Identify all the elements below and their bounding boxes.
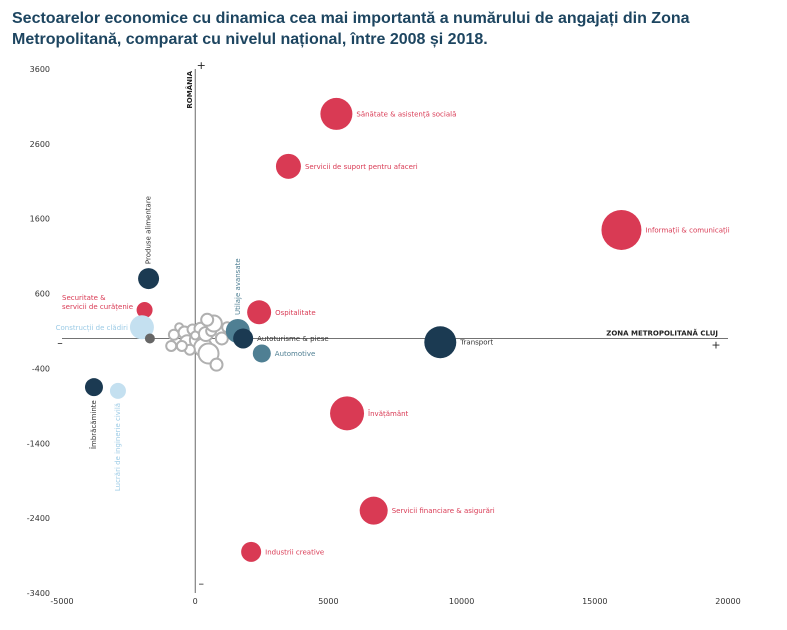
data-label: Utilaje avansate	[234, 258, 242, 315]
y-tick-label: -1400	[27, 439, 50, 448]
x-axis-ticks: -5000 0 5000 10000 15000 20000	[50, 597, 740, 606]
data-points	[84, 97, 642, 562]
data-point	[129, 315, 154, 340]
data-point	[424, 326, 457, 359]
data-label: Învățământ	[368, 409, 409, 419]
y-axis-title: ROMÂNIA	[185, 70, 194, 108]
y-tick-label: 1600	[30, 215, 50, 224]
y-tick-label: 600	[35, 290, 50, 299]
y-tick-label: -2400	[27, 514, 50, 523]
y-tick-label: -400	[32, 364, 50, 373]
data-label: Industrii creative	[265, 548, 324, 556]
data-label: Servicii financiare & asigurări	[392, 507, 495, 515]
data-label: Servicii de suport pentru afaceri	[305, 163, 418, 171]
data-point	[84, 378, 103, 397]
data-point	[136, 302, 153, 319]
background-cluster	[165, 312, 234, 372]
y-axis-ticks: 3600 2600 1600 600 -400 -1400 -2400 -3400	[27, 65, 50, 598]
chart-title: Sectoarelor economice cu dinamica cea ma…	[12, 10, 690, 48]
cluster-bubble	[214, 331, 229, 346]
data-label: Autoturisme & piese	[257, 335, 329, 343]
data-label: Ospitalitate	[275, 309, 316, 317]
data-label: Lucrări de inginerie civilă	[114, 403, 122, 491]
x-axis-plus-sign: +	[711, 338, 720, 351]
x-tick-label: 5000	[318, 597, 338, 606]
x-tick-label: 10000	[449, 597, 474, 606]
cluster-bubble	[190, 330, 201, 341]
data-label: Îmbrăcăminte	[89, 400, 98, 449]
data-label: Securitate & servicii de curățenie	[62, 294, 133, 312]
y-axis-plus-sign: +	[197, 59, 206, 72]
data-label: Automotive	[275, 350, 316, 358]
data-point	[252, 344, 271, 363]
y-tick-label: -3400	[27, 589, 50, 598]
data-point	[247, 300, 272, 325]
data-label: Informații & comunicații	[645, 226, 729, 235]
data-point	[138, 268, 160, 290]
x-tick-label: 0	[193, 597, 198, 606]
x-tick-label: 15000	[582, 597, 607, 606]
data-label: Construcții de clădiri	[56, 324, 128, 333]
data-point	[359, 496, 388, 525]
x-axis-minus-sign: –	[57, 336, 63, 349]
data-point	[601, 209, 642, 250]
x-axis-title: ZONA METROPOLITANĂ CLUJ	[606, 328, 718, 337]
data-point	[241, 541, 262, 562]
y-tick-label: 2600	[30, 140, 50, 149]
x-tick-label: -5000	[50, 597, 73, 606]
y-axis-minus-sign: –	[198, 577, 204, 590]
data-point	[320, 97, 353, 130]
data-point	[275, 153, 301, 179]
data-point	[233, 328, 254, 349]
y-tick-label: 3600	[30, 65, 50, 74]
data-point	[330, 396, 365, 431]
cluster-bubble	[175, 339, 188, 352]
data-label: Transport	[459, 339, 493, 347]
data-label: Sănătate & asistență socială	[356, 110, 456, 119]
cluster-bubble	[200, 312, 215, 327]
data-label: Produse alimentare	[145, 196, 153, 264]
point-labels: Sănătate & asistență socială Servicii de …	[56, 110, 730, 556]
data-point	[144, 333, 155, 344]
cluster-bubble	[165, 339, 178, 352]
x-tick-label: 20000	[715, 597, 740, 606]
cluster-bubble	[209, 357, 224, 372]
data-point	[109, 382, 126, 399]
